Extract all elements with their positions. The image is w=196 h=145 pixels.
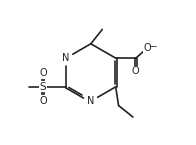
Text: O: O: [39, 68, 47, 78]
Text: S: S: [40, 82, 46, 92]
Text: N: N: [62, 53, 70, 63]
Text: −: −: [149, 41, 156, 50]
Text: O: O: [39, 96, 47, 106]
Text: O: O: [143, 43, 151, 53]
Text: O: O: [132, 66, 140, 76]
Text: N: N: [87, 96, 94, 106]
